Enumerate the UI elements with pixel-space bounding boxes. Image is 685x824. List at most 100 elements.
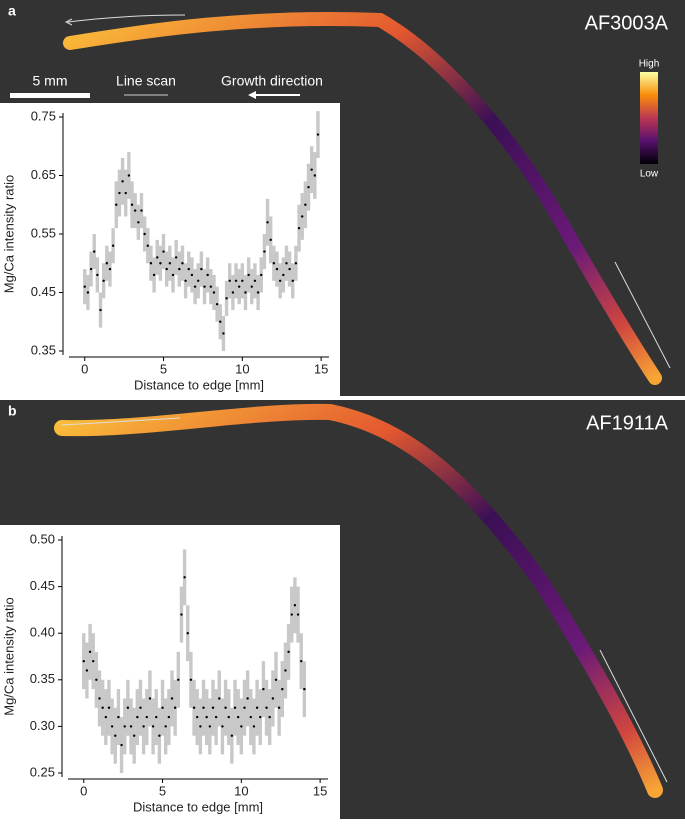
y-tick-label: 0.55 [31, 225, 56, 240]
data-point [132, 734, 136, 737]
sample-name: AF3003A [585, 12, 669, 34]
data-point [159, 262, 162, 265]
data-point [297, 226, 301, 230]
data-point [96, 273, 99, 277]
data-point [105, 262, 109, 265]
data-point [92, 659, 95, 663]
panel-label: a [8, 3, 16, 19]
x-tick-label: 0 [81, 361, 88, 376]
data-point [208, 725, 212, 728]
data-point [118, 191, 121, 195]
data-point [259, 715, 262, 719]
growth-arrow [248, 91, 256, 99]
data-point [212, 291, 216, 294]
data-point [184, 279, 187, 282]
arrow [61, 417, 181, 426]
data-point [233, 706, 237, 709]
data-point [110, 725, 114, 728]
data-point [265, 706, 268, 709]
data-point [203, 285, 206, 288]
y-tick-label: 0.45 [31, 284, 56, 299]
data-point [168, 262, 172, 265]
data-point [126, 706, 130, 709]
data-point [123, 725, 126, 728]
data-point [170, 697, 174, 700]
data-point [187, 267, 190, 271]
data-point [127, 174, 131, 177]
data-point [117, 715, 120, 719]
data-point [158, 734, 161, 737]
x-tick-label: 10 [234, 783, 248, 798]
data-point [190, 273, 194, 277]
data-point [219, 320, 222, 323]
data-point [252, 725, 256, 728]
data-point [178, 267, 181, 271]
data-point [130, 203, 134, 206]
data-point [269, 238, 272, 242]
data-point [218, 697, 221, 700]
data-point [225, 297, 228, 300]
data-point [303, 687, 306, 691]
data-point [231, 291, 235, 294]
data-point [174, 256, 178, 259]
data-point [93, 250, 96, 253]
data-point [250, 285, 253, 288]
data-point [271, 697, 275, 700]
data-point [202, 706, 205, 709]
data-point [88, 650, 92, 654]
data-point [200, 267, 203, 271]
data-point [193, 285, 197, 288]
legend-label: 5 mm [33, 73, 68, 89]
y-tick-label: 0.45 [30, 578, 55, 593]
data-point [189, 678, 193, 681]
data-point [262, 687, 265, 691]
x-axis-label: Distance to edge [mm] [133, 799, 263, 814]
data-point [284, 669, 287, 672]
data-point [230, 734, 234, 737]
data-point [294, 262, 298, 265]
data-point [156, 256, 159, 259]
data-point [181, 262, 184, 265]
sample-name: AF1911A [586, 412, 669, 434]
data-point [167, 715, 171, 719]
data-point [133, 209, 137, 212]
y-tick-label: 0.75 [31, 108, 56, 123]
data-point [104, 715, 108, 719]
data-point [177, 678, 180, 681]
data-point [162, 250, 165, 253]
data-point [293, 604, 297, 607]
data-point [83, 285, 86, 288]
y-axis-label: Mg/Ca intensity ratio [1, 175, 16, 294]
data-point [234, 279, 238, 282]
colorbar-label: High [639, 59, 660, 70]
data-point [227, 715, 230, 719]
data-point [282, 273, 285, 277]
data-point [136, 715, 139, 719]
data-point [129, 725, 133, 728]
x-tick-label: 0 [80, 783, 87, 798]
data-point [300, 659, 303, 663]
data-point [243, 706, 246, 709]
data-point [255, 706, 259, 709]
data-point [285, 262, 288, 265]
data-point [173, 706, 177, 709]
data-point [107, 706, 111, 709]
data-point [211, 706, 215, 709]
x-tick-label: 15 [314, 361, 328, 376]
data-point [164, 725, 167, 728]
data-point [313, 174, 317, 177]
charts: a AF3003A 5 mm Line scan Growth direction Hig… [1, 3, 668, 815]
data-point [304, 203, 307, 206]
data-point [296, 613, 300, 616]
data-point [139, 706, 142, 709]
x-tick-label: 15 [313, 783, 327, 798]
panel-label: b [8, 403, 17, 419]
data-point [222, 332, 225, 335]
data-point [95, 678, 98, 681]
data-point [310, 168, 313, 171]
data-point [146, 244, 149, 247]
data-point [260, 273, 263, 277]
data-point [205, 715, 208, 719]
data-point [101, 706, 104, 709]
